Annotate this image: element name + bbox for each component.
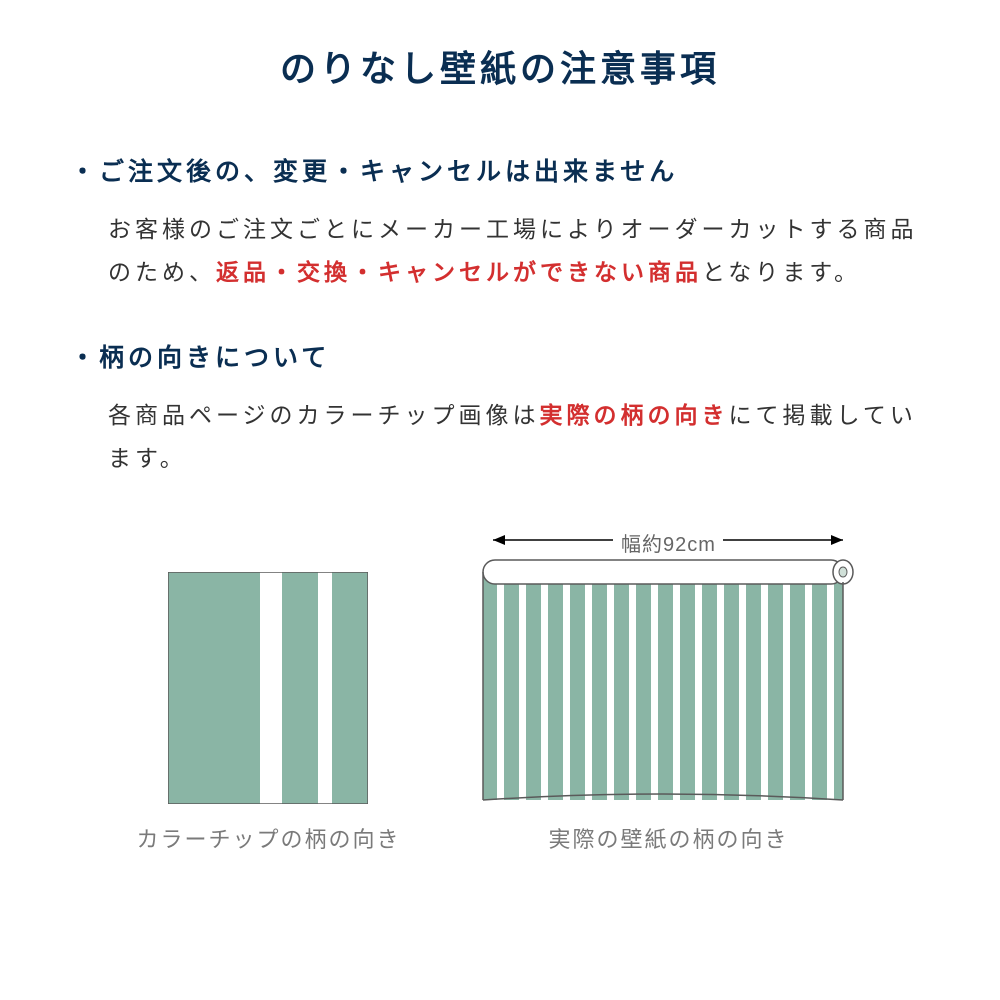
caption-color-chip: カラーチップの柄の向き [136,822,400,854]
diagrams-container: カラーチップの柄の向き [70,524,930,854]
section-pattern-direction: ・柄の向きについて 各商品ページのカラーチップ画像は実際の柄の向きにて掲載してい… [70,338,930,479]
color-chip-sample [168,572,368,804]
wallpaper-stripes [483,572,843,800]
diagram-color-chip: カラーチップの柄の向き [136,572,400,854]
heading-cancel: ・ご注文後の、変更・キャンセルは出来ません [70,152,930,188]
body-cancel: お客様のご注文ごとにメーカー工場によりオーダーカットする商品のため、返品・交換・… [70,208,930,293]
body-cancel-highlight: 返品・交換・キャンセルができない商品 [216,259,702,285]
body-cancel-post: となります。 [702,259,861,285]
body-pattern: 各商品ページのカラーチップ画像は実際の柄の向きにて掲載しています。 [70,394,930,479]
body-pattern-pre: 各商品ページのカラーチップ画像は [108,402,540,428]
diagram-actual-wallpaper: 幅約92cm 実際の壁紙の柄の向き [473,524,863,854]
heading-pattern: ・柄の向きについて [70,338,930,374]
wallpaper-roll-sample [473,524,863,804]
caption-actual: 実際の壁紙の柄の向き [548,822,788,854]
body-pattern-highlight: 実際の柄の向き [540,402,729,428]
section-cancel-policy: ・ご注文後の、変更・キャンセルは出来ません お客様のご注文ごとにメーカー工場によ… [70,152,930,293]
page-title: のりなし壁紙の注意事項 [70,40,930,92]
width-label: 幅約92cm [473,528,863,557]
